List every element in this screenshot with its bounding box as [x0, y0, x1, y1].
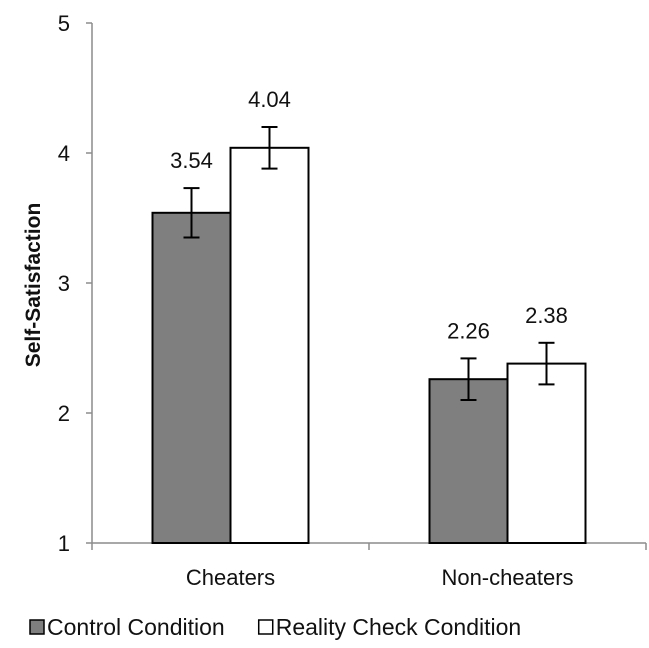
- y-tick-label: 2: [58, 401, 70, 426]
- legend-label: Reality Check Condition: [276, 614, 521, 640]
- data-label: 2.38: [525, 303, 568, 328]
- legend: Control Condition Reality Check Condition: [29, 614, 521, 640]
- chart-axes: 1 2 3 4 5: [58, 11, 647, 556]
- legend-label: Control Condition: [47, 614, 225, 640]
- data-label: 4.04: [248, 87, 291, 112]
- category-label: Cheaters: [186, 565, 275, 590]
- y-tick-label: 5: [58, 11, 70, 36]
- y-tick-label: 1: [58, 531, 70, 556]
- y-tick-label: 4: [58, 141, 70, 166]
- legend-swatch: [257, 619, 274, 635]
- bar: [506, 362, 587, 544]
- bar: [428, 378, 509, 545]
- bar: [151, 211, 232, 545]
- bar: [229, 146, 310, 545]
- legend-swatch: [29, 619, 45, 635]
- y-tick-label: 3: [58, 271, 70, 296]
- y-axis-title: Self-Satisfaction: [22, 203, 45, 368]
- data-label: 3.54: [170, 148, 213, 173]
- category-label: Non-cheaters: [441, 565, 573, 590]
- data-label: 2.26: [447, 318, 490, 343]
- chart-bars: [151, 126, 587, 545]
- chart-labels: Cheaters 3.54 4.04 Non-cheaters 2.26 2.38: [170, 87, 573, 590]
